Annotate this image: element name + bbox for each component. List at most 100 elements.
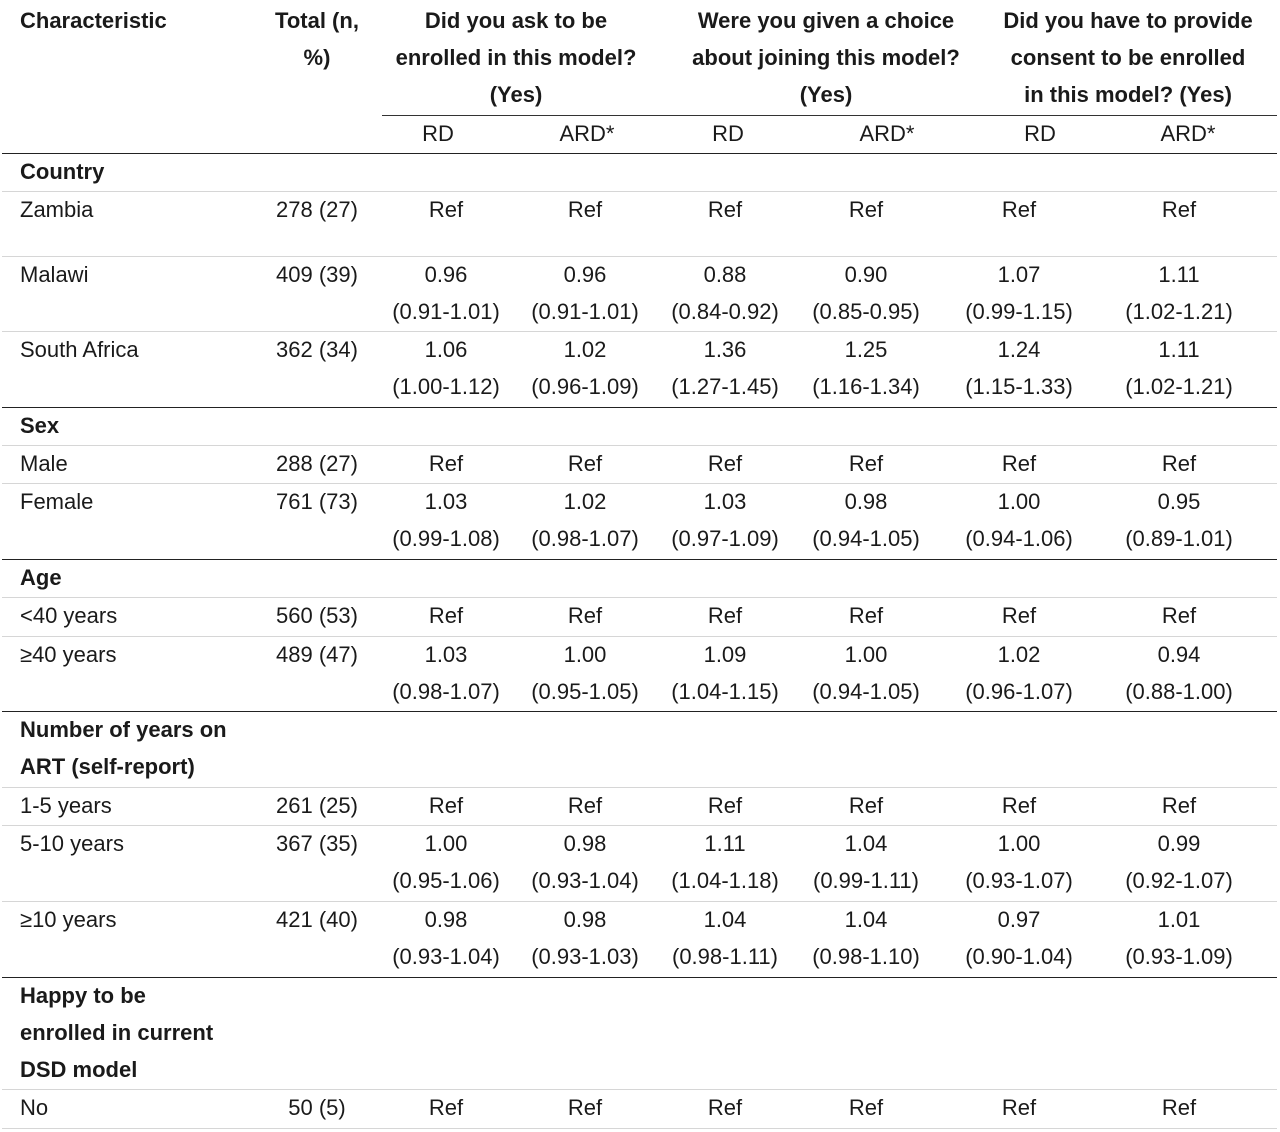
- cell-value: Ref: [848, 197, 884, 222]
- cell-value: 1.00 (0.95-1.05): [531, 642, 639, 704]
- cell-value: 1.00 (0.93-1.07): [965, 831, 1073, 893]
- cell-value: 1.11 (1.02-1.21): [1125, 262, 1233, 324]
- cell-value: Ref: [567, 603, 603, 628]
- row-divider: [2, 787, 1277, 788]
- cell-value: 1.02 (0.96-1.07): [965, 642, 1073, 704]
- row-total: 761 (73): [276, 489, 358, 514]
- row-label: ≥10 years: [20, 907, 117, 932]
- cell-value: 0.96 (0.91-1.01): [392, 262, 500, 324]
- cell-value: 1.36 (1.27-1.45): [671, 337, 779, 399]
- row-total: 278 (27): [276, 197, 358, 222]
- cell-value: Ref: [707, 1095, 743, 1120]
- row-total: 421 (40): [276, 907, 358, 932]
- cell-value: Ref: [567, 1095, 603, 1120]
- cell-value: 0.94 (0.88-1.00): [1125, 642, 1233, 704]
- row-total: 489 (47): [276, 642, 358, 667]
- cell-value: 1.00 (0.95-1.06): [392, 831, 500, 893]
- row-total: 409 (39): [276, 262, 358, 287]
- cell-value: 0.97 (0.90-1.04): [965, 907, 1073, 969]
- row-divider: [2, 483, 1277, 484]
- row-divider: [2, 1089, 1277, 1090]
- cell-value: Ref: [848, 451, 884, 476]
- cell-value: 1.24 (1.15-1.33): [965, 337, 1073, 399]
- cell-value: 0.98 (0.93-1.04): [531, 831, 639, 893]
- section-divider: [2, 977, 1277, 978]
- cell-value: Ref: [1161, 793, 1197, 818]
- cell-value: 1.07 (0.99-1.15): [965, 262, 1073, 324]
- row-divider: [2, 597, 1277, 598]
- row-total: 560 (53): [276, 603, 358, 628]
- cell-value: 1.25 (1.16-1.34): [812, 337, 920, 399]
- row-divider: [2, 331, 1277, 332]
- cell-value: 1.00 (0.94-1.06): [965, 489, 1073, 551]
- row-divider: [2, 191, 1277, 192]
- cell-value: Ref: [707, 793, 743, 818]
- section-title-country: Country: [20, 159, 105, 184]
- row-total: 50 (5): [288, 1095, 346, 1120]
- cell-value: 1.03 (0.97-1.09): [671, 489, 779, 551]
- header-total: Total (n, %): [275, 8, 359, 70]
- row-divider: [2, 1128, 1277, 1129]
- cell-value: 0.90 (0.85-0.95): [812, 262, 920, 324]
- cell-value: Ref: [567, 451, 603, 476]
- cell-value: Ref: [707, 197, 743, 222]
- cell-value: 0.88 (0.84-0.92): [671, 262, 779, 324]
- cell-value: 0.96 (0.91-1.01): [531, 262, 639, 324]
- row-total: 367 (35): [276, 831, 358, 856]
- section-title-happy-enrolled: Happy to be enrolled in current DSD mode…: [20, 983, 214, 1082]
- cell-value: 1.02 (0.96-1.09): [531, 337, 639, 399]
- row-label: Zambia: [20, 197, 94, 222]
- cell-value: Ref: [428, 451, 464, 476]
- cell-value: Ref: [567, 793, 603, 818]
- cell-value: 1.03 (0.98-1.07): [392, 642, 500, 704]
- row-label: Female: [20, 489, 94, 514]
- cell-value: Ref: [428, 1095, 464, 1120]
- header-divider: [2, 153, 1277, 154]
- cell-value: 1.03 (0.99-1.08): [392, 489, 500, 551]
- cell-value: Ref: [1161, 1095, 1197, 1120]
- subheader-ard: ARD*: [859, 121, 915, 146]
- row-divider: [2, 256, 1277, 257]
- cell-value: Ref: [1001, 793, 1037, 818]
- cell-value: Ref: [1161, 603, 1197, 628]
- cell-value: Ref: [567, 197, 603, 222]
- row-label: 5-10 years: [20, 831, 124, 856]
- cell-value: 1.11 (1.04-1.18): [671, 831, 779, 893]
- section-divider: [2, 711, 1277, 712]
- row-divider: [2, 825, 1277, 826]
- header-q1-ask-to-enroll: Did you ask to be enrolled in this model?…: [395, 8, 637, 107]
- row-total: 261 (25): [276, 793, 358, 818]
- header-subdivider: [382, 115, 1277, 116]
- cell-value: 0.98 (0.93-1.04): [392, 907, 500, 969]
- subheader-ard: ARD*: [559, 121, 615, 146]
- header-characteristic: Characteristic: [20, 8, 167, 33]
- section-title-years-on-art: Number of years on ART (self-report): [20, 717, 227, 779]
- cell-value: Ref: [428, 197, 464, 222]
- cell-value: 0.99 (0.92-1.07): [1125, 831, 1233, 893]
- cell-value: Ref: [1001, 603, 1037, 628]
- cell-value: Ref: [1001, 1095, 1037, 1120]
- cell-value: 0.98 (0.93-1.03): [531, 907, 639, 969]
- cell-value: 1.09 (1.04-1.15): [671, 642, 779, 704]
- cell-value: 1.02 (0.98-1.07): [531, 489, 639, 551]
- cell-value: 0.98 (0.94-1.05): [812, 489, 920, 551]
- section-title-age: Age: [20, 565, 62, 590]
- row-label: 1-5 years: [20, 793, 112, 818]
- cell-value: 1.04 (0.98-1.11): [672, 907, 778, 969]
- subheader-rd: RD: [1024, 121, 1056, 146]
- cell-value: Ref: [848, 603, 884, 628]
- cell-value: 0.95 (0.89-1.01): [1125, 489, 1233, 551]
- row-label: South Africa: [20, 337, 139, 362]
- section-title-sex: Sex: [20, 413, 60, 438]
- row-total: 362 (34): [276, 337, 358, 362]
- row-divider: [2, 636, 1277, 637]
- header-q3-provide-consent: Did you have to provide consent to be enr…: [1003, 8, 1253, 107]
- row-label: <40 years: [20, 603, 118, 628]
- subheader-ard: ARD*: [1160, 121, 1216, 146]
- cell-value: 1.00 (0.94-1.05): [812, 642, 920, 704]
- cell-value: 1.11 (1.02-1.21): [1125, 337, 1233, 399]
- cell-value: Ref: [707, 603, 743, 628]
- subheader-rd: RD: [422, 121, 454, 146]
- subheader-rd: RD: [712, 121, 744, 146]
